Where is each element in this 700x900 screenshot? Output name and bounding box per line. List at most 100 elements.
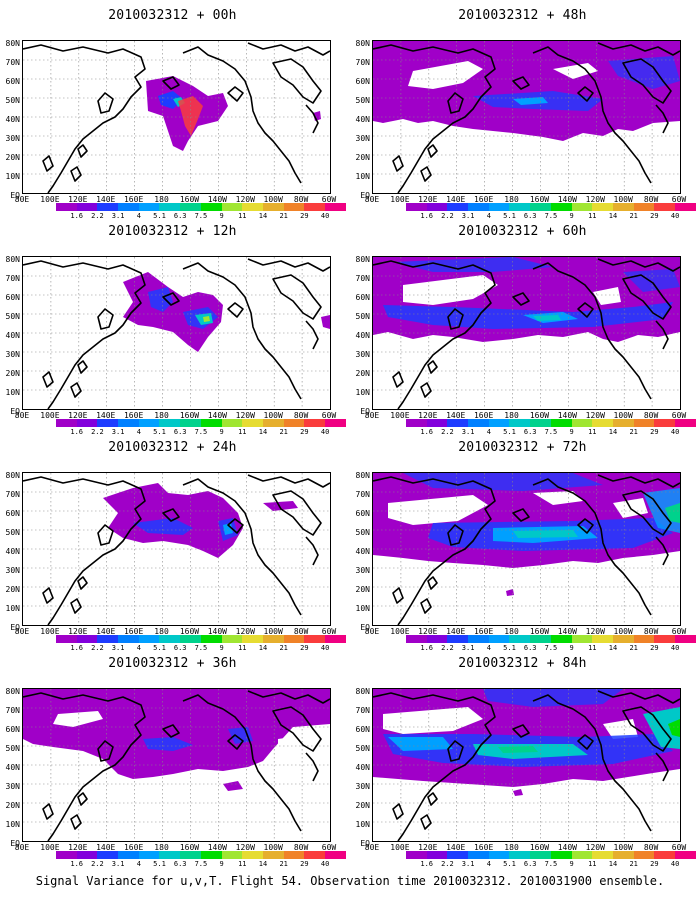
- colorbar-swatch: [592, 851, 613, 859]
- colorbar-swatch: [571, 851, 593, 859]
- coastlines: [23, 474, 330, 625]
- map-plot: [372, 256, 681, 410]
- lon-label: 100W: [263, 195, 283, 204]
- lon-label: 180: [504, 195, 519, 204]
- lat-label: 10N: [355, 820, 370, 829]
- colorbar-swatch: [674, 851, 696, 859]
- lon-label: 160W: [179, 195, 200, 204]
- lat-label: 70N: [355, 274, 370, 283]
- lon-label: 80E: [364, 195, 380, 204]
- lon-label: 120E: [68, 411, 88, 420]
- coastlines: [373, 690, 680, 841]
- lat-label: 40N: [355, 763, 370, 772]
- lon-label: 140W: [557, 411, 577, 420]
- colorbar-label: 4: [486, 860, 491, 868]
- lon-label: 100W: [263, 627, 283, 636]
- colorbar-label: 11: [238, 212, 247, 220]
- colorbar-swatch: [530, 203, 551, 211]
- panel-title: 2010032312 + 00h: [108, 8, 237, 23]
- colorbar-label: 40: [320, 212, 330, 220]
- colorbar-label: 5.1: [153, 644, 166, 652]
- lon-label: 80W: [643, 843, 659, 852]
- colorbar-swatch: [447, 635, 469, 643]
- colorbar-label: 5.1: [503, 644, 516, 652]
- colorbar-swatch: [592, 635, 613, 643]
- colorbar-label: 1.6: [70, 644, 84, 652]
- colorbar-swatch: [447, 851, 469, 859]
- lon-label: 120E: [68, 627, 88, 636]
- panel-48h: 2010032312 + 48h 80N 70N 60N 50N 40N 30N 20N 10…: [350, 0, 696, 220]
- colorbar-label: 6.3: [523, 860, 537, 868]
- colorbar-label: 5.1: [153, 428, 166, 436]
- colorbar-swatch: [447, 419, 469, 427]
- colorbar-swatch: [138, 419, 160, 427]
- lat-label: 40N: [355, 331, 370, 340]
- colorbar-swatch: [200, 419, 222, 427]
- lon-label: 160W: [179, 843, 200, 852]
- panel-title: 2010032312 + 72h: [458, 440, 587, 455]
- lon-label: 80W: [293, 411, 309, 420]
- colorbar-swatch: [674, 635, 696, 643]
- lon-label: 100E: [390, 411, 410, 420]
- colorbar-label: 40: [320, 644, 330, 652]
- lat-label: 50N: [5, 312, 20, 321]
- colorbar-swatch: [633, 635, 655, 643]
- colorbar-swatch: [159, 635, 181, 643]
- lon-label: 180: [154, 411, 169, 420]
- colorbar-swatch: [592, 419, 613, 427]
- lon-label: 60W: [671, 195, 687, 204]
- colorbar-label: 9: [219, 860, 224, 868]
- colorbar-swatch: [76, 851, 98, 859]
- lat-label: 40N: [5, 547, 20, 556]
- colorbar-label: 7.5: [194, 428, 208, 436]
- map-svg: [23, 257, 330, 409]
- lon-label: 60W: [321, 843, 337, 852]
- lat-label: 80N: [355, 255, 370, 264]
- lat-label: 40N: [355, 547, 370, 556]
- colorbar-swatch: [509, 203, 531, 211]
- colorbar-swatch: [262, 419, 284, 427]
- colorbar-swatch: [56, 203, 77, 211]
- colorbar-label: 11: [588, 428, 597, 436]
- colorbar-label: 3.1: [111, 428, 125, 436]
- colorbar-swatch: [324, 203, 346, 211]
- colorbar-swatch: [488, 419, 510, 427]
- colorbar-label: 1.6: [420, 860, 434, 868]
- lat-label: 30N: [5, 134, 20, 143]
- colorbar-swatch: [468, 851, 489, 859]
- colorbar-swatch: [180, 203, 201, 211]
- colorbar-label: 11: [238, 644, 247, 652]
- colorbar-swatch: [509, 635, 531, 643]
- colorbar-swatch: [426, 203, 448, 211]
- lon-label: 100E: [390, 843, 410, 852]
- colorbar: [406, 203, 696, 211]
- grid-lines: [23, 41, 330, 193]
- colorbar-swatch: [468, 419, 489, 427]
- colorbar-label: 4: [486, 644, 491, 652]
- colorbar-label: 40: [320, 860, 330, 868]
- colorbar-label: 6.3: [173, 428, 187, 436]
- lat-label: 70N: [5, 706, 20, 715]
- lon-label: 100E: [40, 843, 60, 852]
- lat-label: 50N: [5, 96, 20, 105]
- colorbar-swatch: [118, 419, 139, 427]
- lon-label: 60W: [671, 627, 687, 636]
- lon-label: 80W: [643, 195, 659, 204]
- colorbar-label: 4: [136, 428, 141, 436]
- colorbar-label: 21: [279, 860, 288, 868]
- colorbar-swatch: [406, 851, 427, 859]
- colorbar-label: 2.2: [91, 212, 104, 220]
- colorbar-swatch: [221, 851, 243, 859]
- colorbar-label: 9: [569, 860, 574, 868]
- lat-label: 70N: [5, 58, 20, 67]
- colorbar-swatch: [488, 851, 510, 859]
- colorbar-swatch: [242, 203, 263, 211]
- colorbar-label: 29: [650, 212, 659, 220]
- colorbar-swatch: [159, 203, 181, 211]
- coastlines: [23, 258, 330, 409]
- lat-label: 50N: [355, 528, 370, 537]
- lon-label: 120W: [585, 195, 605, 204]
- colorbar-label: 40: [670, 644, 680, 652]
- panel-12h: 2010032312 + 12h 80N 70N 60N 50N 40N 30N 20N 10…: [0, 216, 346, 436]
- lat-label: 10N: [355, 388, 370, 397]
